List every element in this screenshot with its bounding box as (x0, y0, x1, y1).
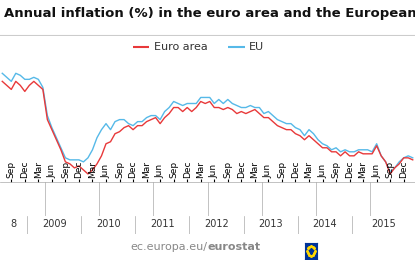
Text: 2009: 2009 (42, 219, 66, 229)
Text: 2012: 2012 (204, 219, 229, 229)
Text: eurostat: eurostat (208, 242, 261, 252)
Text: ec.europa.eu/: ec.europa.eu/ (130, 242, 208, 252)
Text: Euro area: Euro area (154, 42, 208, 52)
Text: EU: EU (249, 42, 264, 52)
Text: 2013: 2013 (259, 219, 283, 229)
Text: 2010: 2010 (96, 219, 121, 229)
Text: 2011: 2011 (150, 219, 175, 229)
Text: 2014: 2014 (312, 219, 337, 229)
Text: 8: 8 (10, 219, 17, 229)
Text: Annual inflation (%) in the euro area and the European Union: Annual inflation (%) in the euro area an… (4, 7, 415, 20)
Text: 2015: 2015 (371, 219, 396, 229)
